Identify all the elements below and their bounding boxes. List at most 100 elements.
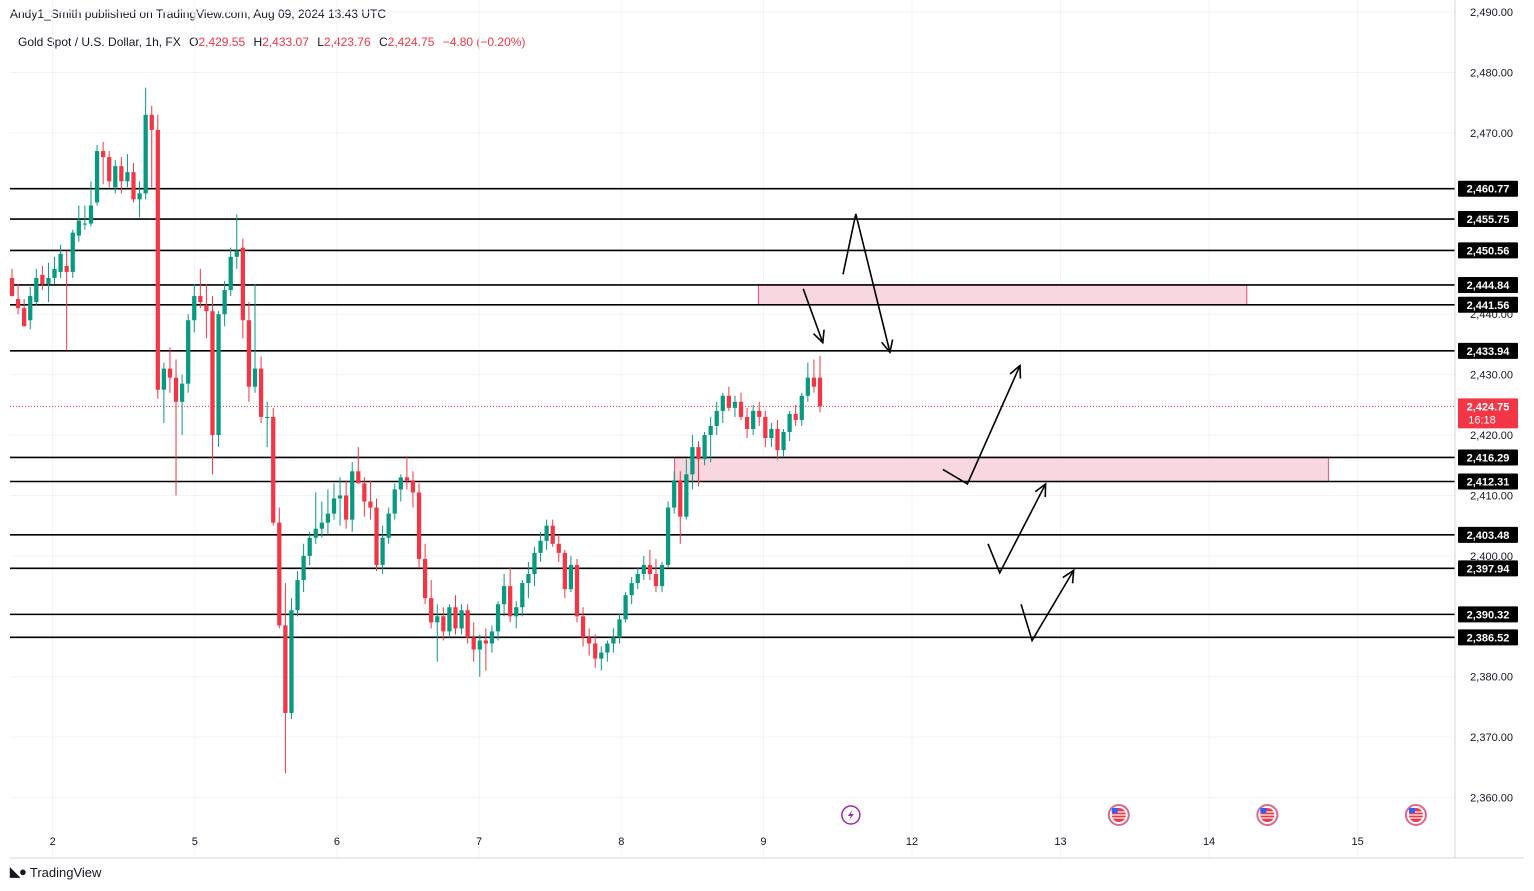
y-tick-label: 2,380.00	[1470, 672, 1513, 684]
candle-body	[544, 525, 549, 541]
candle-body	[817, 377, 823, 407]
y-tick-label: 2,400.00	[1470, 551, 1513, 563]
price-axis[interactable]: 2,490.002,480.002,470.002,440.002,430.00…	[1470, 7, 1513, 804]
level-price-tag	[1458, 606, 1518, 623]
publisher-caption: Andy1_Smith published on TradingView.com…	[10, 7, 387, 21]
time-axis[interactable]: 2 5 6 7 8 9 12 13 14 15	[50, 836, 1364, 848]
x-tick-label: 5	[192, 836, 198, 848]
candle-body	[690, 447, 695, 475]
level-price-label: 2,397.94	[1467, 563, 1511, 575]
candle-body	[629, 583, 634, 596]
x-tick-label: 14	[1203, 836, 1215, 848]
symbol-legend: Gold Spot / U.S. Dollar, 1h, FX O2,429.5…	[18, 35, 525, 49]
candle-body	[732, 401, 738, 408]
x-tick-label: 8	[618, 836, 624, 848]
candle-body	[453, 607, 458, 629]
current-price-label: 2,424.75	[1467, 401, 1510, 413]
level-price-tag	[1458, 449, 1518, 466]
candle-body	[574, 564, 580, 617]
candle-body	[532, 552, 537, 575]
tradingview-logo[interactable]: ◣● TradingView	[10, 864, 101, 880]
projection-arrows	[802, 213, 1075, 643]
candle-body	[653, 574, 659, 587]
candle-body	[362, 483, 367, 502]
low-label: L	[317, 35, 324, 49]
y-tick-label: 2,470.00	[1470, 128, 1513, 140]
candle-body	[313, 528, 318, 538]
candle-body	[587, 637, 592, 644]
candle-body	[720, 395, 725, 411]
candle-body	[222, 290, 227, 315]
candle-body	[82, 223, 88, 225]
level-price-tag	[1458, 296, 1518, 313]
candle-body	[101, 151, 106, 158]
candle-body	[617, 619, 622, 638]
candle-body	[325, 513, 331, 523]
candle-body	[9, 277, 15, 297]
candle-body	[738, 401, 744, 417]
candle-body	[398, 477, 403, 490]
candle-body	[356, 471, 361, 484]
candle-body	[489, 631, 495, 644]
candle-body	[441, 616, 446, 632]
candle-body	[107, 157, 112, 182]
candle-body	[562, 552, 567, 590]
candle-body	[319, 522, 324, 529]
candle-body	[459, 610, 464, 629]
arrow-path	[802, 288, 824, 343]
candle-body	[811, 377, 817, 387]
level-price-label: 2,412.31	[1467, 477, 1510, 489]
candle-body	[143, 114, 148, 194]
candle-body	[198, 296, 203, 303]
candle-body	[374, 507, 379, 565]
x-tick-label: 7	[476, 836, 482, 848]
candle-body	[751, 410, 756, 429]
level-price-label: 2,433.94	[1467, 346, 1511, 358]
tradingview-logo-icon: ◣●	[10, 864, 27, 879]
candle-body	[538, 540, 543, 553]
arrow-head-icon	[881, 339, 894, 355]
close-value: 2,424.75	[387, 35, 435, 49]
lightning-bolt-shape	[847, 810, 854, 820]
grid	[10, 0, 1455, 858]
level-price-label: 2,386.52	[1467, 632, 1510, 644]
us-flag-canton	[1260, 808, 1267, 813]
candle-body	[295, 580, 300, 611]
candle-body	[793, 413, 798, 420]
candle-body	[781, 432, 786, 451]
candle-body	[404, 477, 410, 481]
open-label: O	[189, 35, 199, 49]
candle-body	[344, 495, 349, 520]
us-flag-canton	[1408, 808, 1415, 813]
x-tick-label: 12	[906, 836, 918, 848]
candle-body	[350, 471, 355, 520]
candle-body	[131, 172, 136, 200]
candle-body	[125, 172, 130, 182]
supply-demand-zone	[757, 284, 1248, 306]
y-tick-label: 2,420.00	[1470, 430, 1513, 442]
symbol-name[interactable]: Gold Spot / U.S. Dollar, 1h, FX	[18, 35, 181, 49]
candle-body	[301, 555, 306, 581]
candle-body	[471, 637, 476, 650]
candle-body	[647, 564, 653, 575]
candle-body	[258, 368, 264, 417]
candle-body	[186, 320, 191, 384]
candle-body	[46, 277, 51, 284]
candle-body	[447, 607, 452, 632]
level-price-tag	[1458, 242, 1518, 259]
candle-body	[550, 525, 555, 544]
level-price-tag	[1458, 276, 1518, 293]
candle-body	[799, 395, 804, 420]
event-markers	[841, 804, 1427, 826]
candle-body	[605, 643, 610, 653]
candle-body	[580, 616, 586, 638]
tradingview-brand-text: TradingView	[29, 864, 102, 880]
candle-body	[307, 537, 312, 556]
level-price-tag	[1458, 180, 1518, 197]
candle-body	[568, 564, 574, 590]
candle-body	[623, 595, 628, 620]
change-value: −4.80 (−0.20%)	[442, 35, 526, 49]
candles	[9, 87, 823, 774]
candle-body	[210, 311, 215, 436]
